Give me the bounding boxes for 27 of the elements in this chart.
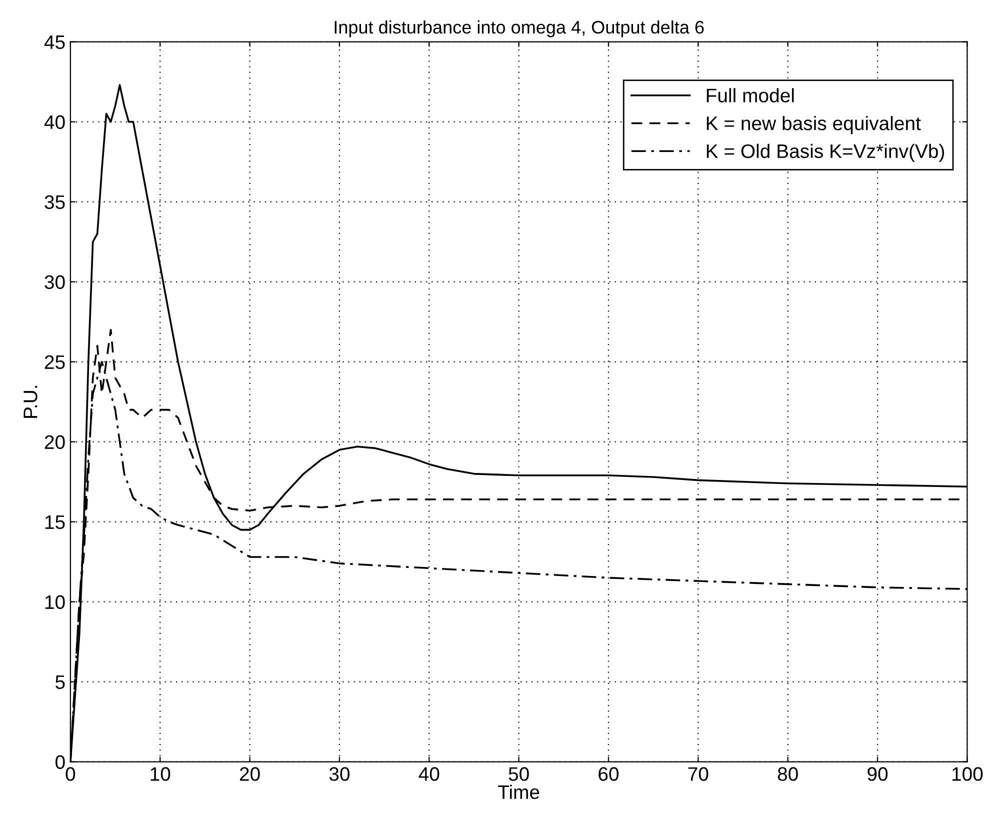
y-tick-label: 30 <box>44 275 65 290</box>
y-axis-title: P.U. <box>24 386 38 418</box>
x-tick-label: 90 <box>868 767 888 781</box>
x-tick-label: 20 <box>240 767 260 781</box>
y-tick-label: 15 <box>45 515 65 530</box>
x-axis-title: Time <box>498 784 540 800</box>
y-tick-label: 35 <box>44 195 65 210</box>
y-tick-label: 25 <box>44 355 65 370</box>
x-tick-label: 70 <box>688 767 708 781</box>
y-tick-label: 40 <box>44 115 65 130</box>
x-tick-label: 40 <box>418 767 440 781</box>
y-tick-label: 5 <box>56 675 65 690</box>
x-tick-label: 10 <box>150 767 170 781</box>
y-tick-label: 10 <box>45 595 65 610</box>
legend-label: K = Old Basis K=Vz*inv(Vb) <box>706 144 944 162</box>
y-tick-label: 0 <box>56 755 65 770</box>
x-tick-label: 80 <box>778 767 798 781</box>
x-tick-label: 30 <box>329 767 350 781</box>
x-tick-label: 100 <box>952 767 983 781</box>
x-tick-label: 0 <box>66 767 76 781</box>
legend-label: Full model <box>706 88 794 102</box>
chart-title: Input disturbance into omega 4, Output delta 6 <box>334 20 704 38</box>
y-tick-label: 20 <box>44 435 65 450</box>
x-tick-label: 60 <box>598 767 619 781</box>
y-tick-label: 45 <box>44 35 65 50</box>
x-tick-label: 50 <box>508 767 529 781</box>
legend-label: K = new basis equivalent <box>706 116 921 134</box>
